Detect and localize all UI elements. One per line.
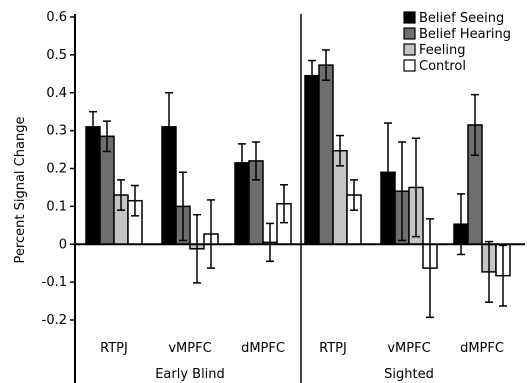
- condition-label: RTPJ: [100, 341, 128, 356]
- condition-label: vMPFC: [387, 341, 430, 356]
- y-tick-label: -0.2: [42, 313, 67, 328]
- axes: [74, 14, 525, 383]
- bar: [99, 135, 115, 245]
- y-tick-label: 0.4: [46, 86, 67, 101]
- condition-labels: RTPJ vMPFC dMPFC RTPJ vMPFC dMPFC: [100, 341, 504, 356]
- y-tick-label: 0.6: [46, 10, 67, 25]
- y-tick-label: 0.1: [46, 199, 67, 214]
- condition-label: dMPFC: [460, 341, 504, 356]
- legend-label: Belief Hearing: [419, 27, 511, 42]
- legend-label: Belief Seeing: [419, 11, 504, 26]
- y-tick-label: 0.2: [46, 162, 67, 177]
- y-tick-label: 0.3: [46, 124, 67, 139]
- legend-swatch: [403, 59, 416, 72]
- group-label: Early Blind: [155, 367, 225, 382]
- legend-swatch: [403, 43, 416, 56]
- y-axis-label: Percent Signal Change: [13, 117, 28, 264]
- condition-label: dMPFC: [241, 341, 285, 356]
- bars: [85, 49, 511, 319]
- y-tick-label: 0.5: [46, 48, 67, 63]
- condition-label: RTPJ: [319, 341, 347, 356]
- group-label: Sighted: [384, 367, 434, 382]
- legend-swatch: [403, 27, 416, 40]
- bar: [304, 74, 320, 245]
- legend-label: Feeling: [419, 43, 465, 58]
- y-axis: 0.6 0.5 0.4 0.3 0.2 0.1 0 -0.1 -0.2: [42, 10, 75, 328]
- y-tick-label: -0.1: [42, 275, 67, 290]
- legend-label: Control: [419, 59, 466, 74]
- legend-swatch: [403, 11, 416, 24]
- bar: [318, 64, 334, 245]
- bar: [85, 126, 101, 245]
- condition-label: vMPFC: [168, 341, 211, 356]
- group-labels: Early Blind Sighted: [155, 367, 434, 382]
- y-tick-label: 0: [59, 237, 67, 252]
